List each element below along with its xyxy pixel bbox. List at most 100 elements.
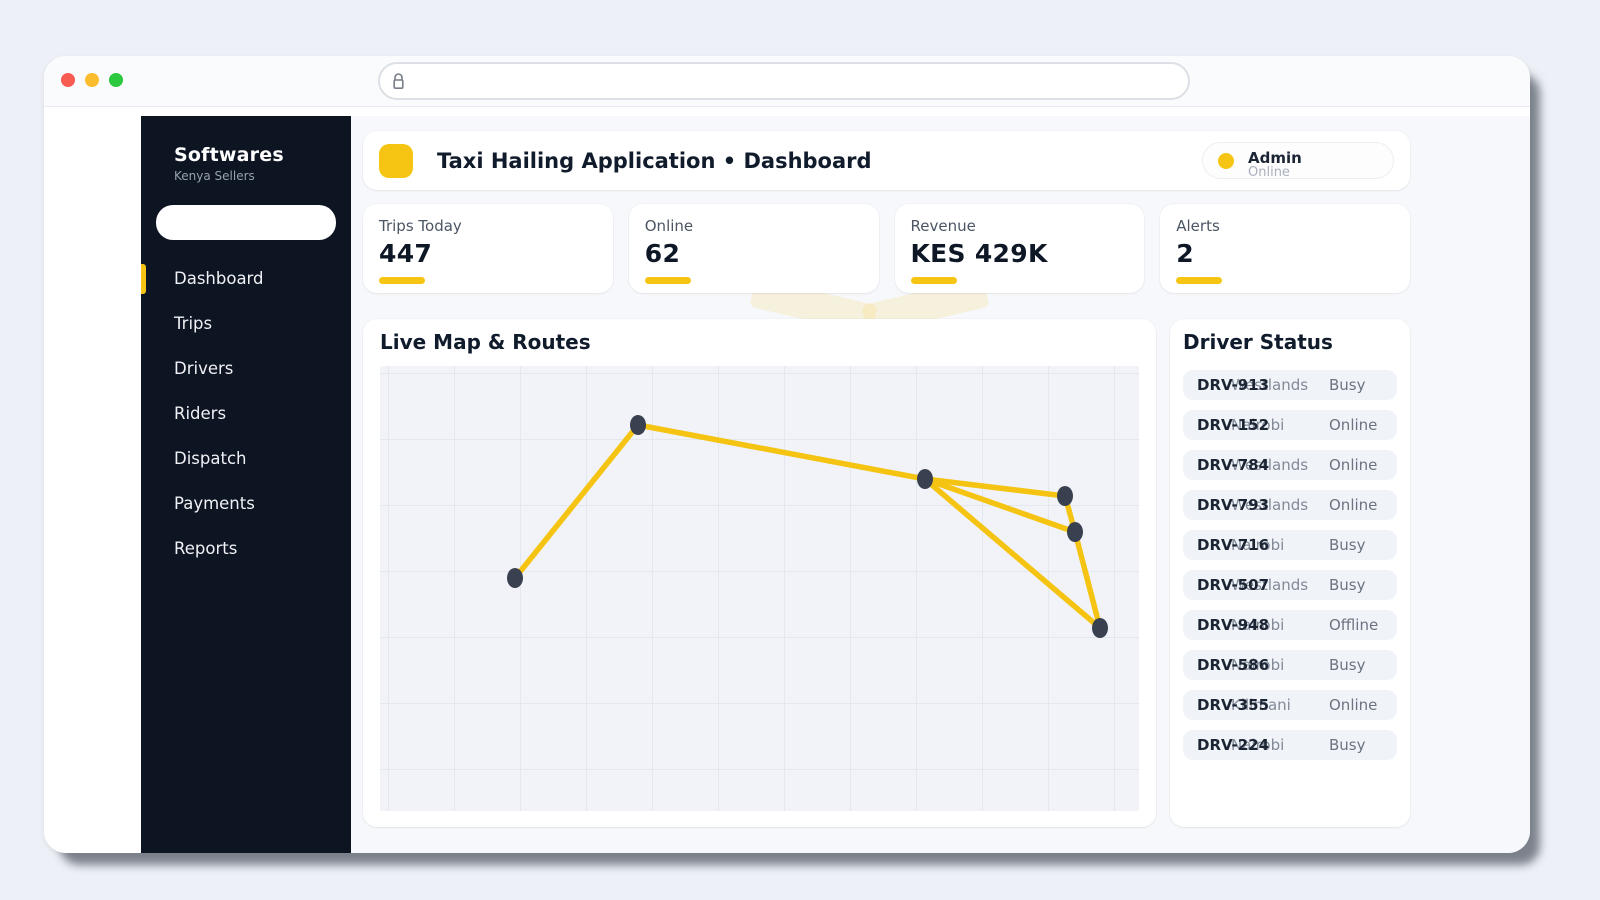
driver-row: DRV-948 Nairobi Offline (1183, 610, 1397, 640)
vehicle-dot (630, 415, 646, 435)
sidebar-item-label: Reports (174, 539, 238, 558)
vehicle-dot (1057, 486, 1073, 506)
brand-subtitle: Kenya Sellers (174, 169, 255, 183)
driver-location: Nairobi (1231, 416, 1285, 434)
stats-row: Trips Today 447 Online 62 Revenue KES 429K Ale… (363, 204, 1410, 293)
sidebar-item-label: Dashboard (174, 269, 264, 288)
driver-id: DRV-586 (1197, 656, 1270, 674)
stat-accent-bar (379, 277, 425, 284)
driver-id: DRV-793 (1197, 496, 1270, 514)
live-map-canvas (380, 366, 1139, 811)
main-content: Taxi Hailing Application • Dashboard Adm… (351, 116, 1530, 853)
driver-id: DRV-716 (1197, 536, 1270, 554)
route-segment (512, 422, 641, 581)
driver-location: Nairobi (1231, 616, 1285, 634)
driver-status: Online (1329, 416, 1378, 434)
sidebar-item-label: Payments (174, 494, 255, 513)
app-window: Softwares Kenya Sellers Dashboard Trips Dr… (44, 56, 1530, 853)
sidebar-item-label: Trips (174, 314, 213, 333)
driver-panel-title: Driver Status (1183, 330, 1333, 354)
vehicle-dot (1067, 522, 1083, 542)
driver-status: Busy (1329, 656, 1366, 674)
driver-id: DRV-948 (1197, 616, 1270, 634)
page-header: Taxi Hailing Application • Dashboard Adm… (363, 131, 1410, 190)
admin-name: Admin (1248, 149, 1302, 167)
driver-location: Kilimani (1231, 696, 1291, 714)
driver-location: Westlands (1231, 376, 1309, 394)
driver-status: Offline (1329, 616, 1379, 634)
driver-row: DRV-355 Kilimani Online (1183, 690, 1397, 720)
driver-location: Westlands (1231, 456, 1309, 474)
driver-row: DRV-224 Nairobi Busy (1183, 730, 1397, 760)
stat-accent-bar (1176, 277, 1223, 284)
close-window-button[interactable] (61, 73, 75, 87)
route-segment (635, 422, 928, 482)
driver-id: DRV-913 (1197, 376, 1270, 394)
vehicle-dot (507, 568, 523, 588)
driver-row: DRV-716 Nairobi Busy (1183, 530, 1397, 560)
map-panel-title: Live Map & Routes (380, 330, 591, 354)
sidebar-item-label: Riders (174, 404, 227, 423)
route-segment (1072, 529, 1103, 631)
driver-status: Online (1329, 696, 1378, 714)
driver-location: Westlands (1231, 496, 1309, 514)
driver-status: Busy (1329, 376, 1366, 394)
stat-value: KES 429K (910, 239, 1048, 268)
stat-card-trips-today: Trips Today 447 (363, 204, 613, 293)
stat-accent-bar (644, 277, 691, 284)
sidebar-item-trips[interactable]: Trips (141, 309, 351, 339)
traffic-lights (61, 73, 123, 87)
admin-user-badge[interactable]: Admin Online (1202, 142, 1394, 180)
driver-id: DRV-507 (1197, 576, 1270, 594)
dashboard-panels: Live Map & Routes Driver Status DRV-913 W… (363, 319, 1410, 827)
sidebar-item-label: Drivers (174, 359, 234, 378)
lock-icon (393, 72, 404, 89)
driver-status: Busy (1329, 576, 1366, 594)
driver-status: Busy (1329, 736, 1366, 754)
stat-label: Trips Today (379, 217, 462, 235)
vehicle-dot (917, 469, 933, 489)
brand-title: Softwares (174, 144, 284, 166)
sidebar-search-input[interactable] (156, 205, 336, 240)
app-logo (379, 143, 413, 178)
sidebar-nav: Dashboard Trips Drivers Riders Dispatch Payme… (141, 264, 351, 564)
driver-status-panel: Driver Status DRV-913 Westlands Busy DRV-15… (1170, 319, 1410, 827)
driver-id: DRV-784 (1197, 456, 1270, 474)
minimize-window-button[interactable] (85, 73, 99, 87)
live-map-panel: Live Map & Routes (363, 319, 1156, 827)
driver-row: DRV-913 Westlands Busy (1183, 370, 1397, 400)
sidebar-item-payments[interactable]: Payments (141, 489, 351, 519)
stat-label: Online (644, 217, 694, 235)
vehicle-dot (1092, 618, 1108, 638)
stat-label: Alerts (1176, 217, 1220, 235)
sidebar-item-dispatch[interactable]: Dispatch (141, 444, 351, 474)
sidebar-item-dashboard[interactable]: Dashboard (141, 264, 351, 294)
driver-list: DRV-913 Westlands Busy DRV-152 Nairobi Online… (1183, 370, 1397, 760)
sidebar-item-reports[interactable]: Reports (141, 534, 351, 564)
page-title: Taxi Hailing Application • Dashboard (437, 148, 872, 173)
stat-value: 2 (1176, 239, 1194, 268)
driver-row: DRV-793 Westlands Online (1183, 490, 1397, 520)
sidebar-item-riders[interactable]: Riders (141, 399, 351, 429)
sidebar-item-drivers[interactable]: Drivers (141, 354, 351, 384)
driver-row: DRV-507 Westlands Busy (1183, 570, 1397, 600)
driver-id: DRV-355 (1197, 696, 1270, 714)
driver-location: Nairobi (1231, 736, 1285, 754)
stat-card-online: Online 62 (628, 204, 879, 293)
route-segment (922, 476, 1103, 631)
route-segment (922, 476, 1078, 535)
driver-status: Busy (1329, 536, 1366, 554)
stat-card-revenue: Revenue KES 429K (894, 204, 1145, 293)
driver-row: DRV-784 Westlands Online (1183, 450, 1397, 480)
sidebar: Softwares Kenya Sellers Dashboard Trips Dr… (141, 116, 351, 853)
driver-location: Nairobi (1231, 536, 1285, 554)
maximize-window-button[interactable] (109, 73, 123, 87)
stat-value: 447 (379, 239, 433, 268)
address-bar[interactable] (378, 62, 1190, 100)
stat-card-alerts: Alerts 2 (1160, 204, 1410, 293)
route-lines-layer (507, 415, 1108, 638)
driver-status: Online (1329, 496, 1378, 514)
driver-location: Nairobi (1231, 656, 1285, 674)
driver-row: DRV-152 Nairobi Online (1183, 410, 1397, 440)
